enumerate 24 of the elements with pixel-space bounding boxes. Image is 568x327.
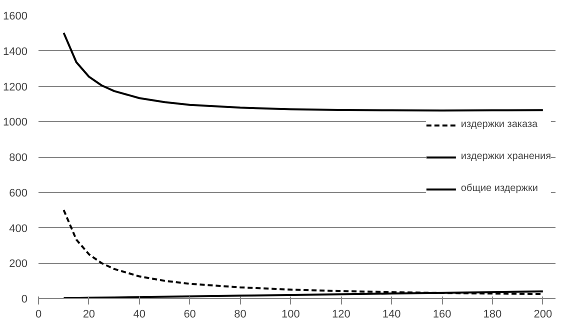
x-tick-label: 100 — [282, 308, 300, 320]
line-series — [62, 32, 544, 112]
legend-label: общие издержки — [460, 183, 538, 194]
y-tick-label: 400 — [9, 222, 28, 235]
x-tick-label: 60 — [184, 308, 196, 320]
y-tick-label: 1600 — [3, 10, 28, 22]
x-tick-label: 140 — [382, 308, 401, 320]
x-tick-label: 120 — [332, 308, 350, 320]
x-tick-label: 200 — [534, 308, 552, 320]
x-tick-label: 40 — [133, 308, 146, 320]
x-tick-label: 160 — [432, 308, 452, 320]
y-tick-label: 200 — [9, 258, 28, 270]
x-tick-label: 0 — [35, 308, 42, 320]
y-tick-label: 600 — [9, 187, 28, 200]
y-tick-label: 1400 — [3, 46, 28, 58]
y-tick-label: 800 — [9, 152, 28, 164]
y-tick-label: 1000 — [3, 116, 28, 129]
legend-label: издержки заказа — [460, 119, 538, 130]
x-tick-label: 180 — [483, 308, 502, 320]
y-tick-label: 1200 — [3, 81, 28, 94]
x-tick-label: 20 — [82, 308, 96, 320]
x-tick-label: 80 — [234, 308, 246, 320]
legend-label: издержки хранения — [460, 151, 551, 162]
y-tick-label: 0 — [21, 294, 28, 306]
